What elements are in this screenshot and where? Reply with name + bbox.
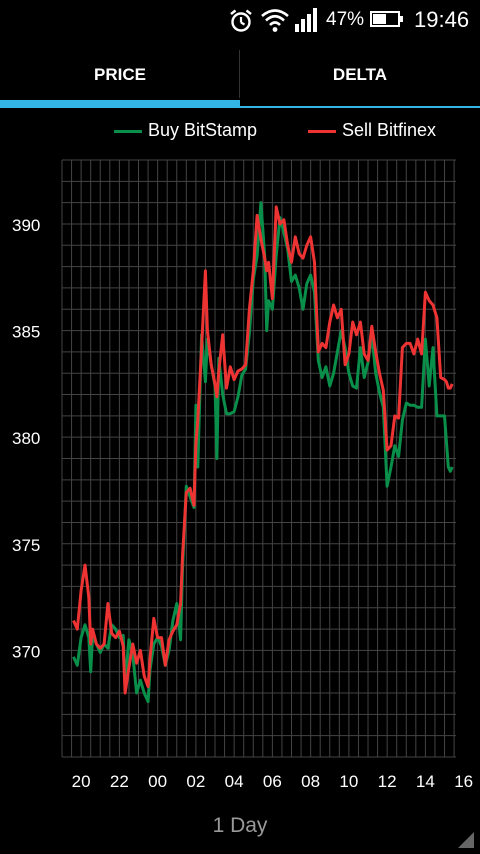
resize-grip-icon [458, 832, 474, 848]
y-axis-ticks: 370 375 380 385 390 [12, 216, 40, 661]
tab-bar: PRICE DELTA [0, 40, 480, 110]
legend-swatch [308, 129, 336, 133]
tab-price[interactable]: PRICE [94, 65, 146, 84]
legend-item-sell-bitfinex: Sell Bitfinex [308, 120, 436, 144]
x-tick-label: 20 [72, 772, 91, 791]
battery-percent: 47% [326, 9, 365, 30]
wifi-icon [261, 9, 289, 32]
x-tick-label: 04 [225, 772, 244, 791]
legend-label: Sell Bitfinex [342, 120, 437, 140]
chart-series [72, 201, 454, 704]
legend-label: Buy BitStamp [148, 120, 258, 140]
status-bar: 47% 19:46 [0, 0, 480, 40]
x-tick-label: 22 [110, 772, 129, 791]
legend-swatch [114, 129, 142, 133]
x-tick-label: 02 [186, 772, 205, 791]
signal-icon [295, 8, 317, 32]
tab-divider [239, 50, 240, 98]
tab-bar-underline [240, 106, 480, 108]
time-range-label[interactable]: 1 Day [212, 814, 268, 837]
y-tick-label: 390 [12, 216, 40, 235]
y-tick-label: 370 [12, 642, 40, 661]
series-line-sell-bitfinex [72, 205, 454, 695]
x-tick-label: 06 [263, 772, 282, 791]
y-tick-label: 385 [12, 323, 40, 342]
chart-grid [61, 159, 456, 758]
y-tick-label: 375 [12, 536, 40, 555]
x-axis-ticks: 202200020406081012141618 [72, 772, 473, 791]
tab-delta[interactable]: DELTA [332, 65, 388, 84]
y-tick-label: 380 [12, 429, 40, 448]
x-tick-label: 10 [339, 772, 358, 791]
battery-icon [370, 11, 403, 27]
x-tick-label: 16 [454, 772, 473, 791]
x-tick-label: 00 [148, 772, 167, 791]
x-tick-label: 08 [301, 772, 320, 791]
alarm-icon [230, 9, 252, 32]
x-tick-label: 12 [378, 772, 397, 791]
clock: 19:46 [414, 7, 470, 32]
x-tick-label: 14 [416, 772, 435, 791]
legend-item-buy-bitstamp: Buy BitStamp [114, 120, 257, 144]
tab-selected-indicator [0, 100, 240, 108]
